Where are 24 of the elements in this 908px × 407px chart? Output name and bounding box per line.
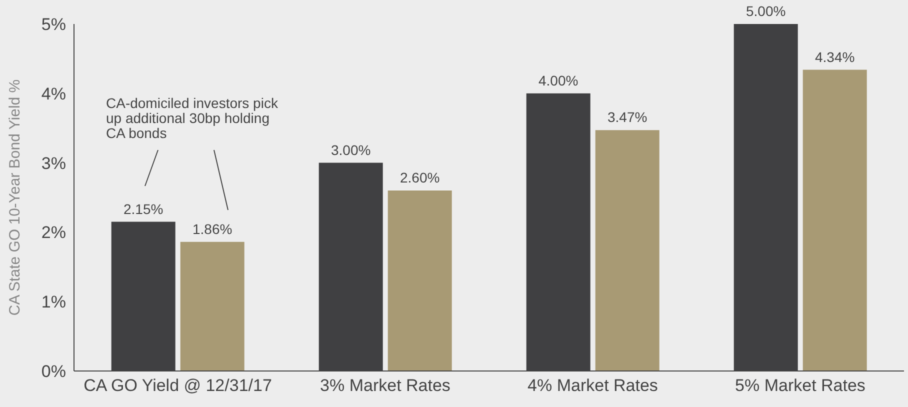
- x-tick-label: 5% Market Rates: [735, 376, 866, 396]
- y-tick-label: 0%: [41, 362, 66, 382]
- data-label: 1.86%: [192, 220, 232, 237]
- data-label: 5.00%: [746, 3, 786, 19]
- data-label: 4.34%: [815, 48, 855, 65]
- x-tick-label: 3% Market Rates: [320, 376, 450, 396]
- x-tick-label: 4% Market Rates: [528, 376, 658, 396]
- bar: [180, 242, 244, 371]
- data-label: 2.15%: [124, 200, 164, 217]
- bar: [802, 70, 867, 371]
- y-axis-title: CA State GO 10-Year Bond Yield %: [6, 79, 24, 316]
- data-label: 4.00%: [538, 72, 578, 88]
- data-label: 3.00%: [331, 142, 371, 158]
- y-tick-label: 3%: [41, 154, 66, 173]
- data-label: 3.47%: [608, 109, 648, 126]
- annotation: CA-domiciled investors pick up additional 30bp holding CA bonds: [106, 95, 279, 141]
- y-tick-label: 1%: [41, 292, 66, 312]
- bar: [388, 190, 452, 371]
- y-tick-label: 5%: [41, 15, 66, 34]
- x-tick-label: CA GO Yield @ 12/31/17: [84, 376, 272, 396]
- y-tick-label: 2%: [41, 223, 66, 242]
- bar: [595, 130, 660, 371]
- y-tick-label: 4%: [41, 84, 66, 104]
- data-label: 2.60%: [400, 170, 440, 186]
